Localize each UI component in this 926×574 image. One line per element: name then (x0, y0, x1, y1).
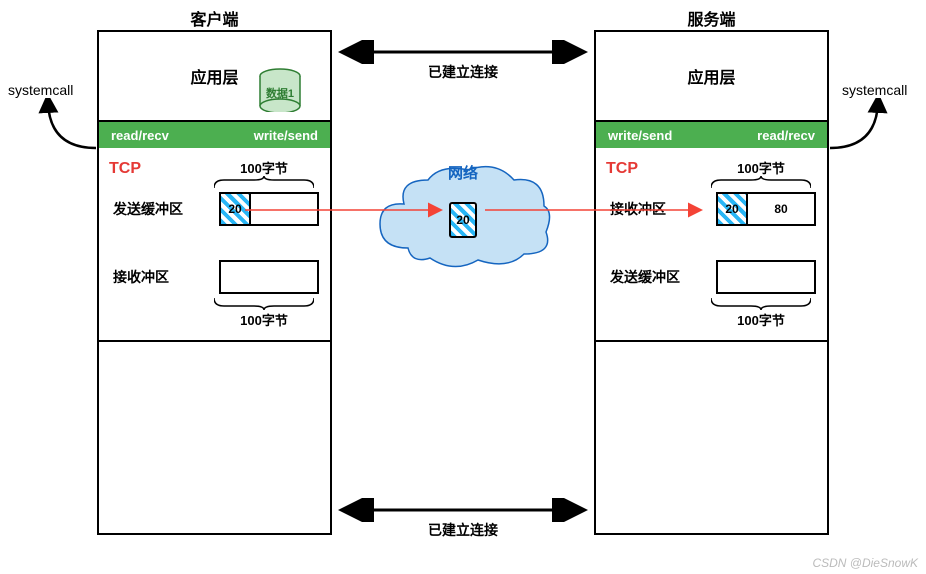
server-brace-top (711, 176, 811, 190)
watermark: CSDN @DieSnowK (812, 556, 918, 570)
client-send-label: 发送缓冲区 (113, 199, 211, 219)
server-recv-rest: 80 (748, 194, 814, 224)
client-write-label: write/send (254, 128, 318, 143)
server-send-size: 100字节 (711, 310, 811, 329)
client-box: 应用层 数据1 read/recv write/send TCP 100字节 发… (97, 30, 332, 535)
red-data-arrow (245, 200, 705, 220)
syscall-right: systemcall (842, 82, 907, 98)
server-green-bar: write/send read/recv (596, 122, 827, 148)
server-send-label: 发送缓冲区 (610, 267, 708, 287)
client-header: 客户端 (97, 6, 332, 30)
client-brace-top (214, 176, 314, 190)
server-box: 应用层 write/send read/recv TCP 100字节 接收冲区 … (594, 30, 829, 535)
client-app-label: 应用层 (190, 64, 238, 88)
server-send-buffer (716, 260, 816, 294)
connection-arrow-top (332, 40, 594, 64)
client-brace-bot (214, 296, 314, 310)
client-green-bar: read/recv write/send (99, 122, 330, 148)
connection-arrow-bottom (332, 498, 594, 522)
client-recv-buffer (219, 260, 319, 294)
server-send-row: 发送缓冲区 (610, 260, 816, 294)
svg-text:数据1: 数据1 (266, 86, 294, 100)
client-send-size: 100字节 (214, 158, 314, 177)
client-tcp-section: TCP 100字节 发送缓冲区 20 接收冲区 100字节 (99, 148, 330, 342)
client-recv-size: 100字节 (214, 310, 314, 329)
client-read-label: read/recv (111, 128, 169, 143)
server-brace-bot (711, 296, 811, 310)
syscall-arrow-right (826, 98, 896, 168)
connection-label-bottom: 已建立连接 (332, 520, 594, 540)
connection-label-top: 已建立连接 (332, 62, 594, 82)
client-tcp-label: TCP (109, 160, 141, 178)
data-cylinder: 数据1 (257, 68, 303, 112)
syscall-arrow-left (30, 98, 100, 168)
server-tcp-section: TCP 100字节 接收冲区 20 80 发送缓冲区 100字节 (596, 148, 827, 342)
server-recv-size: 100字节 (711, 158, 811, 177)
server-app-label: 应用层 (687, 64, 735, 88)
server-recv-buffer: 20 80 (716, 192, 816, 226)
server-read-label: read/recv (757, 128, 815, 143)
server-header: 服务端 (594, 6, 829, 30)
server-write-label: write/send (608, 128, 672, 143)
syscall-left: systemcall (8, 82, 73, 98)
server-app-layer: 应用层 (596, 32, 827, 122)
client-recv-label: 接收冲区 (113, 267, 211, 287)
network-label: 网络 (368, 162, 558, 183)
server-recv-fill: 20 (718, 194, 748, 224)
client-recv-row: 接收冲区 (113, 260, 319, 294)
server-tcp-label: TCP (606, 160, 638, 178)
